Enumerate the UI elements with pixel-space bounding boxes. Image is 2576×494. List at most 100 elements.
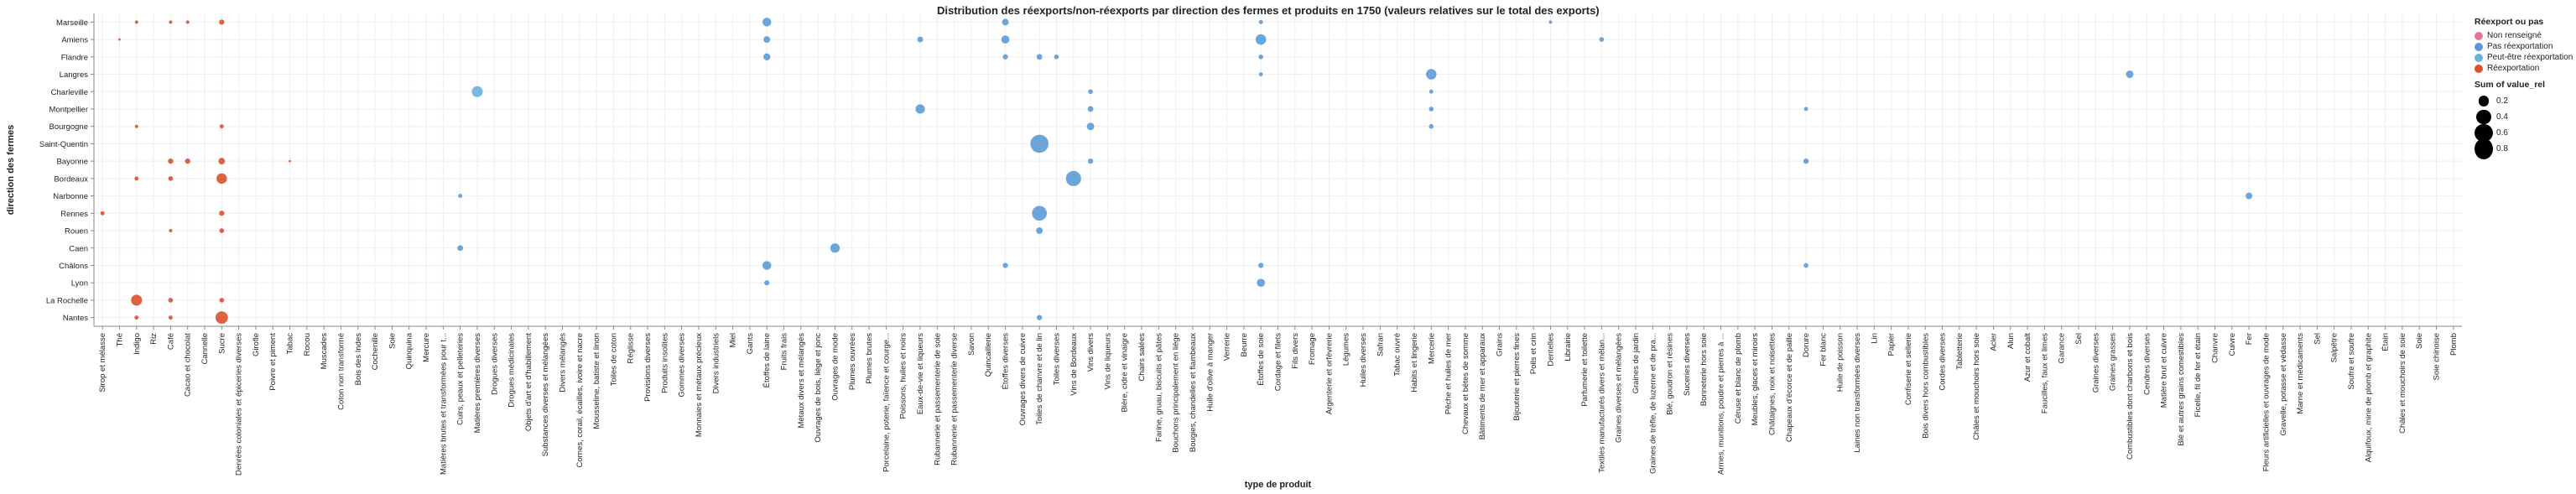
x-tick-label: Dentelles <box>1546 333 1555 367</box>
x-tick-label: Monnaies et métaux précieux <box>695 333 704 437</box>
legend-swatch <box>2475 64 2483 73</box>
color-legend: Non renseigné Pas réexportation Peut-être … <box>2475 30 2573 74</box>
x-tick-label: Papier <box>1887 333 1897 356</box>
x-tick-label: Étoffes de soie <box>1257 333 1266 386</box>
x-tick-label: Parfumerie et toilette <box>1580 333 1590 407</box>
data-point <box>1255 34 1267 45</box>
grid <box>94 13 2462 326</box>
color-legend-title: Réexport ou pas <box>2475 17 2544 27</box>
x-tick-label: Ouvrages de bois, liège et jonc <box>814 333 823 443</box>
data-point <box>1030 134 1049 153</box>
data-point <box>1087 106 1094 112</box>
data-point <box>1002 54 1008 60</box>
x-tick-label: Huiles diverses <box>1359 333 1368 387</box>
x-tick-label: Rubannerie et passementerie diverse <box>950 333 960 465</box>
legend-swatch <box>2475 53 2483 62</box>
y-tick-label: La Rochelle <box>46 296 88 305</box>
x-tick-label: Plomb <box>2449 333 2459 356</box>
x-tick-label: Dorure <box>1802 333 1811 357</box>
x-tick-label: Mercure <box>422 333 431 362</box>
data-point <box>1002 263 1008 268</box>
x-tick-label: Textiles manufacturés divers et mélan... <box>1597 333 1606 473</box>
x-tick-label: Bâtiments de mer et apparaux <box>1478 333 1487 440</box>
data-point <box>1258 72 1263 76</box>
x-tick-label: Café <box>166 333 175 350</box>
x-tick-label: Toiles diverses <box>1052 333 1061 386</box>
x-tick-label: Sucre <box>217 333 226 354</box>
data-point <box>1032 205 1048 221</box>
x-tick-label: Fleurs artificielles et ouvrages de mode <box>2261 333 2271 471</box>
data-point <box>219 19 225 25</box>
x-tick-label: Cannelle <box>200 333 210 365</box>
x-tick-label: Ficelle, fil de fer et étain <box>2194 333 2203 417</box>
y-tick-label: Caen <box>69 244 88 253</box>
x-tick-label: Girofle <box>252 333 261 356</box>
x-tick-label: Substances diverses et mélangées <box>541 333 550 457</box>
x-tick-label: Laines non transformées diverses <box>1853 333 1862 453</box>
data-point <box>1429 89 1434 94</box>
data-point <box>118 38 121 41</box>
x-tick-label: Blé et autres grains comestibles <box>2177 333 2186 446</box>
data-point <box>218 158 226 165</box>
x-tick-label: Matière brut et cuivre <box>2160 333 2169 408</box>
x-tick-label: Réglisse <box>627 333 636 363</box>
data-point <box>168 298 174 303</box>
x-tick-label: Plumes brutes <box>865 333 874 384</box>
x-tick-label: Étain <box>2381 333 2391 351</box>
data-point <box>1258 263 1264 268</box>
color-legend-item: Non renseigné <box>2475 30 2573 41</box>
y-tick-label: Bourgogne <box>49 122 88 132</box>
x-tick-label: Graines diverses <box>2091 333 2100 393</box>
legend-swatch <box>2475 31 2483 40</box>
x-tick-label: Provisions diverses <box>643 333 653 402</box>
x-tick-label: Graines grasses <box>2109 333 2118 391</box>
x-tick-label: Meubles, glaces et miroirs <box>1751 333 1760 426</box>
data-point <box>168 159 174 164</box>
size-legend-item: 0.4 <box>2475 109 2573 125</box>
data-point <box>185 20 190 24</box>
x-tick-label: Matières premières diverses <box>473 333 482 434</box>
legend-swatch <box>2475 42 2483 51</box>
data-point <box>1087 159 1094 164</box>
data-point <box>134 315 139 320</box>
y-tick-label: Flandre <box>61 53 88 62</box>
x-tick-label: Chanvre <box>2211 333 2220 363</box>
x-tick-label: Denrées coloniales et épiceries diverses <box>235 333 244 476</box>
data-point <box>134 124 138 128</box>
x-tick-label: Graines de trèfle, de luzerne et de pra.… <box>1648 333 1657 474</box>
data-point <box>1037 315 1043 320</box>
size-legend-dot <box>2475 123 2493 143</box>
x-tick-label: Rocou <box>303 333 312 356</box>
x-tick-label: Combustibles dont charbons et bois <box>2126 333 2135 460</box>
data-point <box>457 245 464 252</box>
x-tick-label: Huile d'olive à manger <box>1205 333 1215 412</box>
x-axis: Sirop et mélasse Thé Indigo Riz Café Cacao et… <box>94 325 2462 476</box>
x-tick-label: Mercerie <box>1427 333 1436 364</box>
data-point <box>1803 107 1808 112</box>
x-tick-label: Sel <box>2313 333 2322 345</box>
x-tick-label: Ouvrages de mode <box>830 333 840 401</box>
x-tick-label: Soie chinoise <box>2433 333 2442 381</box>
x-tick-label: Soufre et soufre <box>2347 333 2356 390</box>
x-tick-label: Huile de poisson <box>1836 333 1845 392</box>
x-tick-label: Tabac ouvré <box>1393 333 1402 377</box>
x-tick-label: Cordage et filets <box>1274 333 1283 391</box>
x-tick-label: Divers mélangés <box>559 333 568 393</box>
x-tick-label: Fruits frais <box>780 333 789 371</box>
x-tick-label: Matières brutes et transformées pour t..… <box>439 333 448 475</box>
size-legend-item: 0.2 <box>2475 93 2573 109</box>
size-legend-item: 0.6 <box>2475 123 2573 143</box>
x-tick-label: Vins de Bordeaux <box>1069 333 1079 396</box>
x-tick-label: Cuivre <box>2228 333 2237 356</box>
y-tick-label: Amiens <box>61 36 88 45</box>
x-tick-label: Cochenille <box>371 333 380 370</box>
x-tick-label: Tabletterie <box>1955 333 1965 370</box>
chart-title: Distribution des réexports/non-réexports… <box>937 4 1600 17</box>
x-tick-label: Soie <box>2415 333 2424 349</box>
data-point <box>1429 123 1434 129</box>
y-tick-label: Châlons <box>59 262 88 271</box>
color-legend-item: Pas réexportation <box>2475 41 2573 52</box>
y-tick-label: Lyon <box>71 279 88 289</box>
data-point <box>219 298 225 303</box>
